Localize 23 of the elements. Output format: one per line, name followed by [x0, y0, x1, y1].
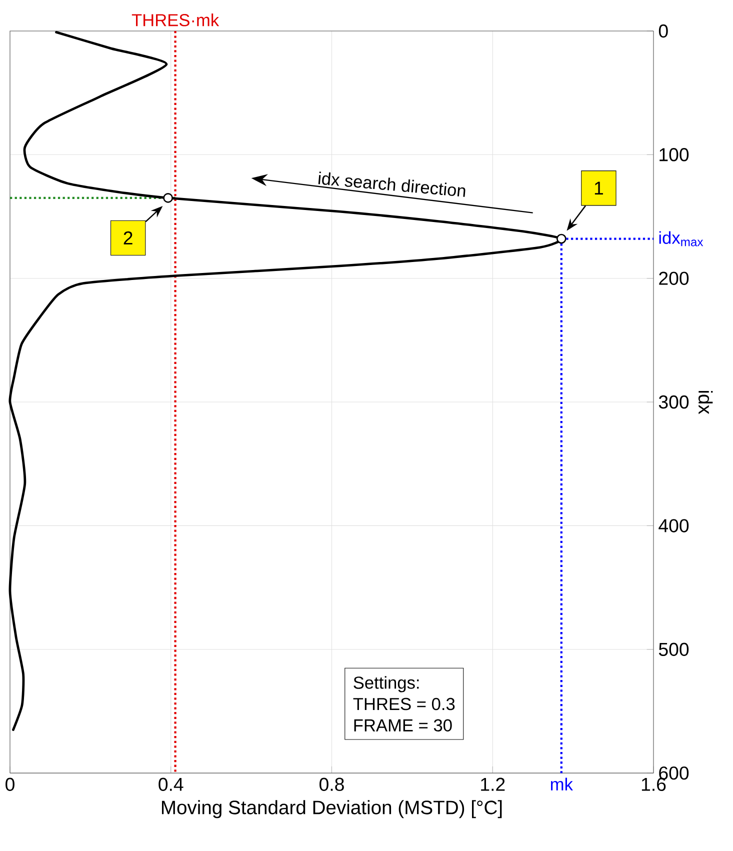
annotation: Settings: [353, 676, 418, 692]
ref-line-label: idx$_{max}$ [659, 231, 703, 246]
annotation: idx search direction [318, 172, 466, 197]
x-tick-label: 1.6 [642, 778, 666, 791]
y-tick-label: 600 [658, 766, 688, 780]
annotation: THRES = 0.3 [353, 698, 454, 710]
x-tick-label: 0.8 [319, 778, 344, 791]
x-tick-label: 0.4 [158, 778, 184, 791]
x-axis-title: Moving Standard Deviation (MSTD) [°C] [162, 800, 502, 818]
x-tick-label: 0 [5, 778, 14, 791]
annotation: 1 [594, 182, 603, 195]
x-tick-label: 1.2 [480, 778, 504, 791]
y-axis-title: idx [698, 390, 712, 414]
y-tick-label: 300 [658, 395, 688, 409]
annotation: FRAME = 30 [354, 719, 452, 732]
ref-line-label: mk [550, 778, 573, 790]
y-tick-label: 200 [658, 272, 688, 285]
y-tick-label: 0 [658, 24, 668, 38]
ref-line-label: THRES·mk [132, 14, 219, 26]
y-tick-label: 500 [658, 642, 688, 656]
annotation: 2 [124, 231, 132, 244]
y-tick-label: 400 [658, 519, 688, 532]
y-tick-label: 100 [659, 148, 688, 162]
